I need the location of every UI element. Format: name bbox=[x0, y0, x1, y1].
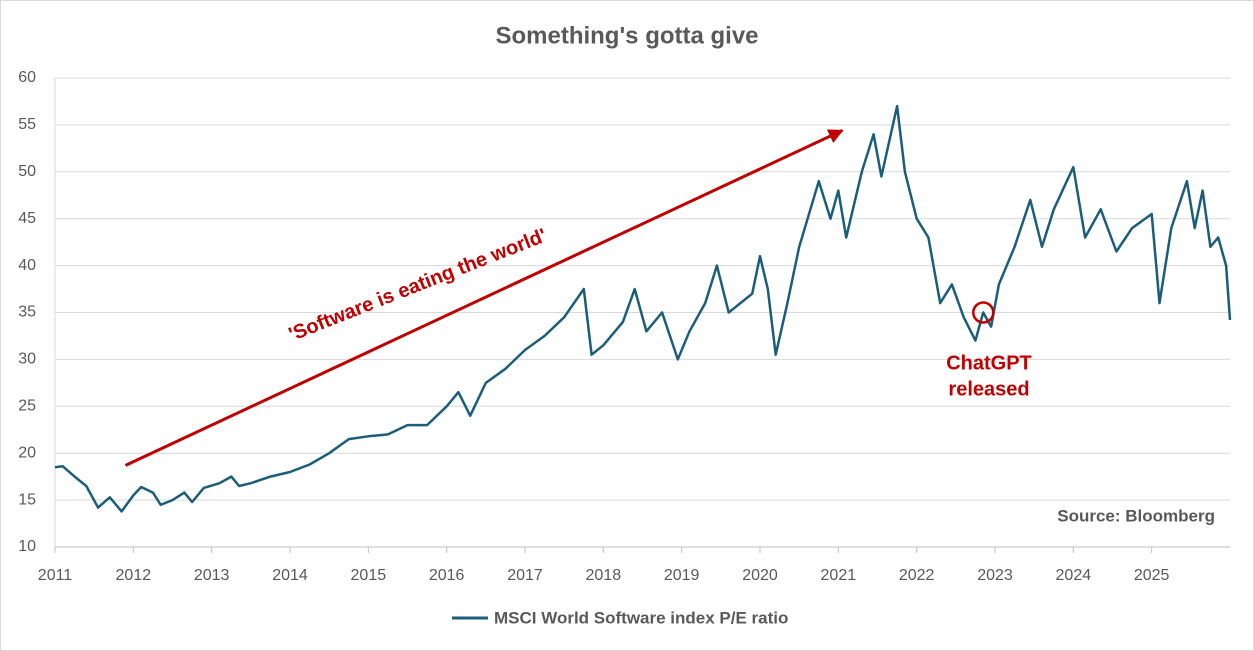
y-tick-label: 35 bbox=[18, 304, 36, 321]
x-tick-label: 2023 bbox=[977, 567, 1013, 584]
series-line bbox=[54, 104, 1232, 513]
x-tick-label: 2021 bbox=[821, 567, 857, 584]
x-tick-label: 2020 bbox=[742, 567, 778, 584]
x-tick-label: 2017 bbox=[507, 567, 543, 584]
annotation: released bbox=[948, 378, 1029, 400]
x-tick-label: 2015 bbox=[351, 567, 387, 584]
x-tick-label: 2025 bbox=[1134, 567, 1170, 584]
x-tick-label: 2011 bbox=[38, 567, 73, 584]
y-tick-label: 30 bbox=[18, 351, 36, 368]
x-tick-label: 2012 bbox=[116, 567, 152, 584]
chart-title: Something's gotta give bbox=[495, 22, 758, 49]
trend-arrow bbox=[124, 129, 844, 467]
y-tick-label: 60 bbox=[18, 69, 36, 86]
x-tick-label: 2019 bbox=[664, 567, 700, 584]
y-tick-label: 55 bbox=[18, 116, 36, 133]
y-tick-label: 20 bbox=[18, 444, 36, 461]
annotation: ChatGPT bbox=[946, 352, 1032, 374]
y-tick-label: 15 bbox=[18, 491, 36, 508]
y-tick-label: 45 bbox=[18, 210, 36, 227]
x-tick-label: 2014 bbox=[272, 567, 308, 584]
annotation-circle bbox=[972, 301, 995, 324]
y-tick-label: 10 bbox=[18, 538, 36, 555]
y-tick-label: 25 bbox=[18, 398, 36, 415]
y-tick-label: 40 bbox=[18, 257, 36, 274]
x-tick-label: 2022 bbox=[899, 567, 935, 584]
legend-label: MSCI World Software index P/E ratio bbox=[494, 608, 788, 627]
x-tick-label: 2018 bbox=[586, 567, 622, 584]
y-tick-label: 50 bbox=[18, 163, 36, 180]
source: Source: Bloomberg bbox=[1057, 506, 1215, 525]
x-tick-label: 2013 bbox=[194, 567, 230, 584]
x-tick-label: 2024 bbox=[1056, 567, 1092, 584]
x-tick-label: 2016 bbox=[429, 567, 465, 584]
